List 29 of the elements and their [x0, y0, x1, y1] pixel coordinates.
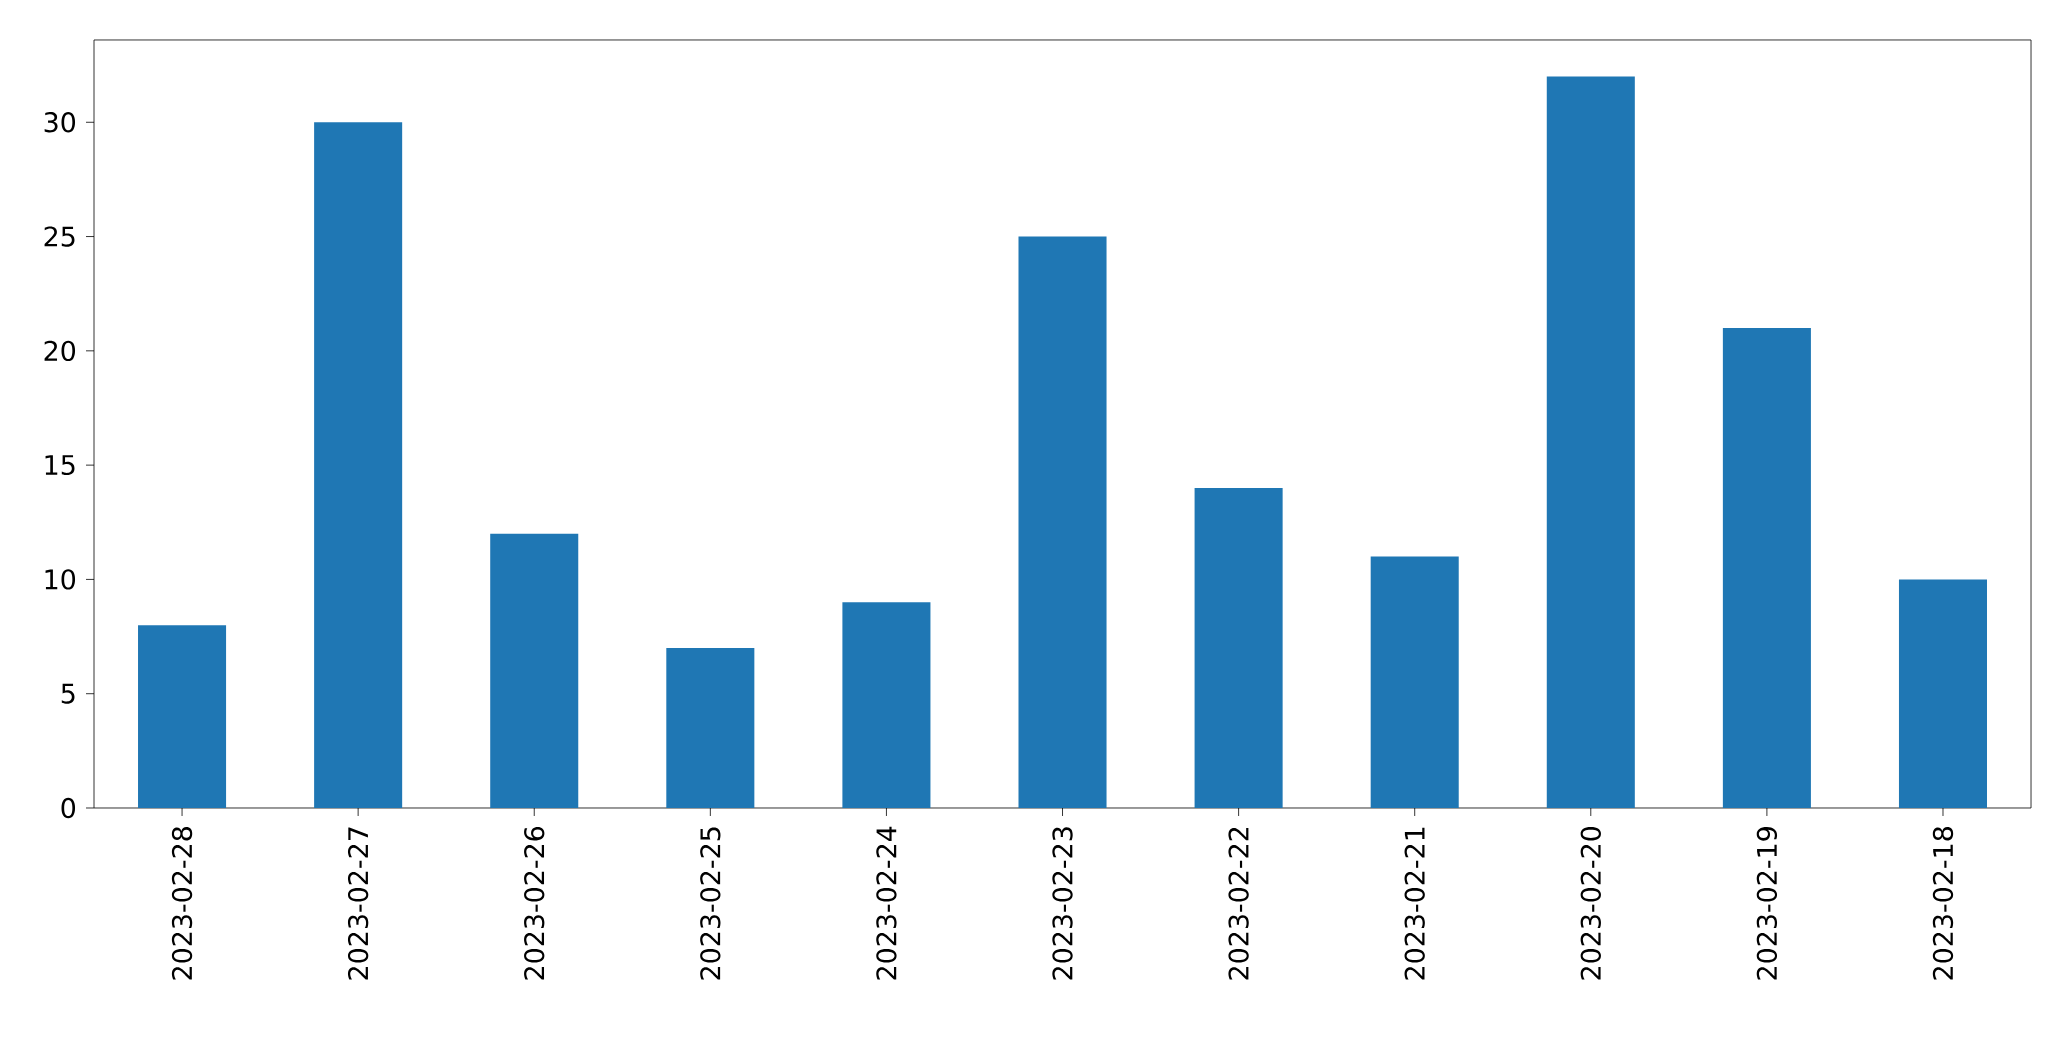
bar — [1194, 487, 1283, 808]
x-tick-label: 2023-02-20 — [1580, 826, 1601, 980]
bar — [1722, 327, 1811, 808]
x-tick-label: 2023-02-22 — [1228, 827, 1249, 980]
y-tick-label: 25 — [44, 226, 75, 247]
y-tick-label: 0 — [61, 797, 76, 819]
x-tick-label: 2023-02-19 — [1756, 827, 1778, 980]
bar — [138, 625, 227, 808]
x-tick-label: 2023-02-24 — [876, 826, 897, 980]
bar — [1018, 236, 1107, 808]
bar — [842, 602, 931, 808]
x-tick-label: 2023-02-25 — [700, 827, 721, 980]
x-tick-label: 2023-02-26 — [524, 826, 545, 980]
bar — [666, 647, 755, 808]
bar — [1898, 579, 1988, 808]
x-tick-label: 2023-02-28 — [171, 827, 193, 980]
y-tick-label: 30 — [44, 112, 76, 133]
y-tick-label: 5 — [61, 683, 75, 704]
y-tick-label: 20 — [44, 340, 76, 362]
bar — [1370, 556, 1459, 808]
y-tick-label: 15 — [45, 455, 75, 476]
y-tick-label: 10 — [45, 569, 76, 590]
x-tick-label: 2023-02-21 — [1404, 827, 1425, 980]
x-tick-label: 2023-02-27 — [347, 827, 369, 980]
bar — [490, 533, 579, 808]
bar — [314, 122, 403, 808]
x-tick-label: 2023-02-18 — [1932, 827, 1954, 980]
bar — [1546, 76, 1635, 808]
x-tick-label: 2023-02-23 — [1052, 827, 1073, 980]
